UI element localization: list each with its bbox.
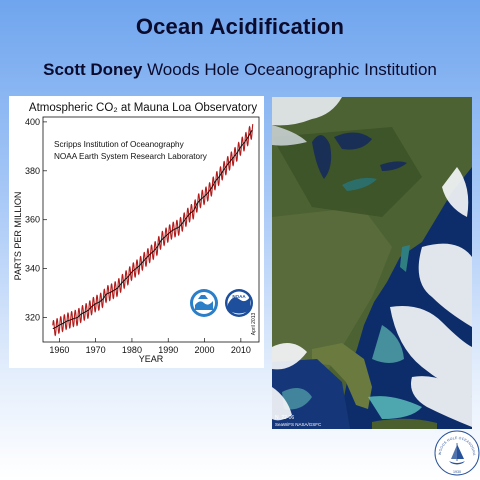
florida — [312, 343, 372, 409]
co2-chart-panel: Atmospheric CO₂ at Mauna Loa Observatory… — [9, 96, 264, 368]
whoi-seal-logo: WOODS HOLE OCEANOGRAPHIC INSTITUTION 193… — [433, 429, 480, 476]
x-tick-label: 1990 — [158, 345, 178, 355]
great-lakes — [312, 135, 332, 179]
chart-title: Atmospheric CO₂ at Mauna Loa Observatory — [29, 102, 257, 114]
plot-frame — [42, 116, 260, 343]
co2-monthly-line — [52, 123, 254, 337]
y-tick-label: 360 — [25, 215, 40, 225]
x-axis-label: YEAR — [139, 354, 164, 364]
x-tick-label: 2010 — [231, 345, 251, 355]
speaker-affiliation: Woods Hole Oceanographic Institution — [147, 60, 437, 79]
satellite-credit-line-1: N. 22-06 — [275, 415, 294, 421]
y-tick-label: 340 — [25, 264, 40, 274]
x-tick-label: 2000 — [195, 345, 215, 355]
y-tick-label: 380 — [25, 166, 40, 176]
axis-ticks: 1960 1970 1980 1990 2000 2010 320 340 360 380 400 — [25, 117, 251, 355]
co2-chart: Atmospheric CO₂ at Mauna Loa Observatory… — [13, 102, 260, 364]
chart-annotation-scripps: Scripps Institution of Oceanography — [54, 140, 185, 149]
co2-series — [52, 123, 254, 337]
x-tick-label: 1980 — [122, 345, 142, 355]
y-tick-label: 320 — [25, 313, 40, 323]
chart-date-stamp: April 2013 — [251, 313, 257, 336]
y-axis-label: PARTS PER MILLION — [13, 192, 23, 281]
slide-title: Ocean Acidification — [135, 14, 345, 39]
scripps-logo — [190, 289, 218, 317]
satellite-map: N. 22-06 SeaWiFS NASA/GSFC — [272, 97, 472, 429]
x-tick-label: 1960 — [49, 345, 69, 355]
noaa-logo-label: NOAA — [232, 294, 246, 299]
satellite-credit-line-2: SeaWiFS NASA/GSFC — [275, 422, 322, 427]
satellite-image: N. 22-06 SeaWiFS NASA/GSFC — [272, 97, 472, 429]
x-tick-label: 1970 — [86, 345, 106, 355]
chart-annotation-noaa: NOAA Earth System Research Laboratory — [54, 152, 208, 161]
cloud-bands — [272, 167, 472, 427]
speaker-name: Scott Doney — [43, 60, 143, 79]
seal-year: 1930 — [453, 470, 461, 474]
co2-trend-line — [52, 129, 253, 330]
noaa-logo: NOAA — [225, 289, 253, 317]
y-tick-label: 400 — [25, 117, 40, 127]
snow-cover — [272, 97, 342, 126]
slide-subtitle: Scott Doney Woods Hole Oceanographic Ins… — [0, 60, 480, 80]
